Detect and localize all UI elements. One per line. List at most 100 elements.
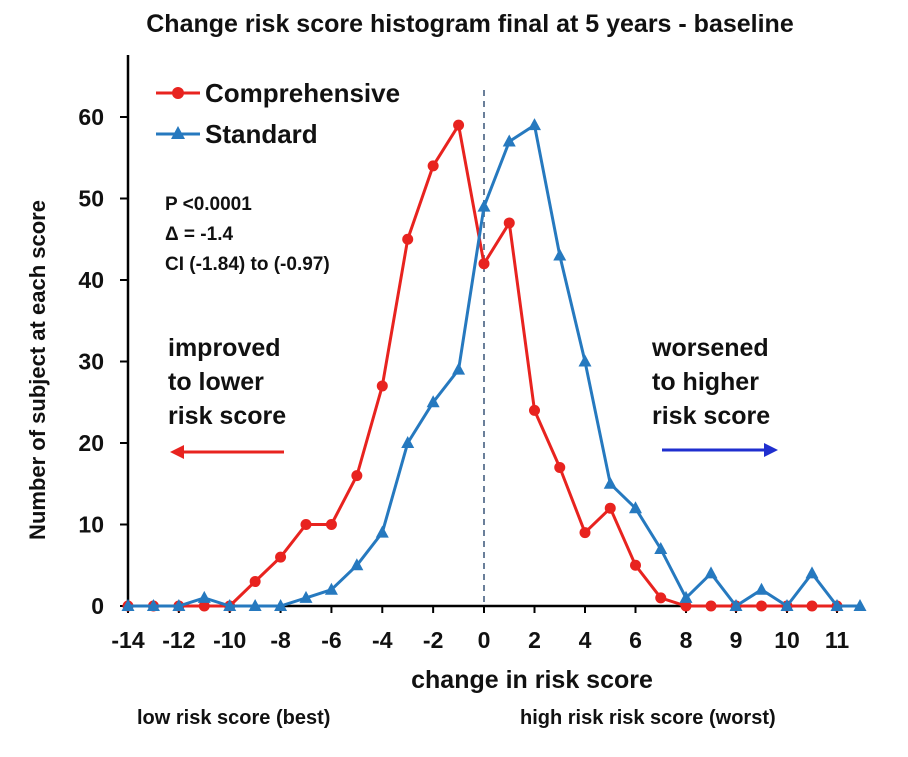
data-point xyxy=(350,558,364,571)
data-point xyxy=(679,590,693,603)
x-axis-label: change in risk score xyxy=(411,666,653,694)
data-point xyxy=(325,519,337,530)
y-tick-label: 20 xyxy=(78,430,104,456)
data-point xyxy=(529,404,540,416)
x-tick-label: -2 xyxy=(423,627,443,653)
data-point xyxy=(478,258,490,270)
data-point xyxy=(351,470,363,482)
data-point xyxy=(629,501,642,514)
footer-high-risk: high risk risk score (worst) xyxy=(520,707,776,729)
y-tick-label: 50 xyxy=(78,186,104,212)
data-point xyxy=(453,119,465,131)
data-point xyxy=(553,248,567,261)
data-point xyxy=(375,525,389,538)
x-tick-label: -10 xyxy=(213,627,246,653)
x-tick-label: 8 xyxy=(680,627,693,653)
data-point xyxy=(604,502,616,514)
data-point xyxy=(756,600,767,612)
x-tick-label: 9 xyxy=(730,627,743,653)
data-point xyxy=(755,582,768,595)
series-standard xyxy=(121,118,867,611)
data-point xyxy=(223,599,237,611)
left-arrow-icon xyxy=(170,445,284,459)
x-tick-label: 11 xyxy=(825,627,850,653)
data-point xyxy=(853,599,867,611)
y-tick-label: 0 xyxy=(91,593,104,619)
data-point xyxy=(502,134,516,147)
data-point xyxy=(704,566,718,579)
legend-label-standard: Standard xyxy=(205,119,318,149)
data-point xyxy=(172,599,186,611)
x-tick-label: 6 xyxy=(629,627,642,653)
data-point xyxy=(402,233,414,245)
x-tick-label: 2 xyxy=(528,627,541,653)
data-point xyxy=(830,599,844,611)
y-ticks: 0 10 20 30 40 50 60 xyxy=(78,104,128,619)
x-tick-label: 10 xyxy=(774,627,800,653)
y-axis-label: Number of subject at each score xyxy=(25,200,50,540)
data-point xyxy=(579,527,591,539)
stat-ci: CI (-1.84) to (-0.97) xyxy=(165,254,330,275)
data-point xyxy=(503,217,515,229)
data-point xyxy=(121,599,135,611)
y-tick-label: 30 xyxy=(78,349,104,375)
note-worsened-line1: worsened xyxy=(651,334,769,362)
right-arrow-icon xyxy=(662,443,778,457)
data-point xyxy=(452,362,466,375)
note-improved-line2: to lower xyxy=(168,368,264,396)
data-point xyxy=(654,541,668,554)
footer-low-risk: low risk score (best) xyxy=(137,707,330,729)
data-point xyxy=(680,600,692,612)
data-point xyxy=(780,599,794,611)
x-tick-label: -4 xyxy=(372,627,393,653)
data-point xyxy=(630,559,641,571)
data-point xyxy=(249,576,261,588)
data-point xyxy=(401,436,415,448)
data-point xyxy=(528,118,541,131)
stat-p-value: P <0.0001 xyxy=(165,194,252,215)
stat-delta: Δ = -1.4 xyxy=(165,224,233,245)
data-point xyxy=(197,590,211,603)
x-tick-label: -8 xyxy=(270,627,291,653)
y-tick-label: 40 xyxy=(78,267,104,293)
y-tick-label: 10 xyxy=(78,512,104,538)
x-tick-label: 0 xyxy=(478,627,491,653)
x-tick-label: 4 xyxy=(579,627,592,653)
x-tick-label: -6 xyxy=(321,627,341,653)
data-point xyxy=(146,599,160,611)
data-point xyxy=(578,354,592,367)
data-point xyxy=(324,582,338,595)
data-point xyxy=(554,461,566,473)
note-worsened-line2: to higher xyxy=(652,368,759,396)
data-point xyxy=(376,380,388,392)
series-line xyxy=(128,123,860,608)
note-improved-line1: improved xyxy=(168,334,281,362)
series-comprehensive xyxy=(122,119,843,612)
note-worsened-line3: risk score xyxy=(652,402,770,430)
data-point xyxy=(477,199,491,212)
chart-title: Change risk score histogram final at 5 y… xyxy=(146,10,794,38)
x-tick-label: -14 xyxy=(111,627,144,653)
data-point xyxy=(274,599,288,611)
legend-marker-standard xyxy=(171,126,185,139)
data-point xyxy=(806,600,818,612)
data-point xyxy=(426,395,440,408)
y-tick-label: 60 xyxy=(78,104,104,130)
data-point xyxy=(198,600,210,612)
x-tick-label: -12 xyxy=(162,627,195,653)
note-improved-line3: risk score xyxy=(168,402,286,430)
data-point xyxy=(275,551,287,563)
legend-marker-comprehensive xyxy=(172,87,184,99)
data-point xyxy=(729,599,743,611)
legend-label-comprehensive: Comprehensive xyxy=(205,78,400,108)
data-point xyxy=(299,590,313,603)
data-point xyxy=(427,160,439,172)
legend: Comprehensive Standard xyxy=(156,78,400,149)
x-ticks: -14 -12 -10 -8 -6 -4 -2 0 2 4 6 8 9 10 11 xyxy=(111,606,849,653)
data-point xyxy=(705,600,717,612)
data-point xyxy=(248,599,262,611)
data-point xyxy=(300,519,312,530)
data-point xyxy=(805,566,819,579)
data-point xyxy=(603,476,617,489)
